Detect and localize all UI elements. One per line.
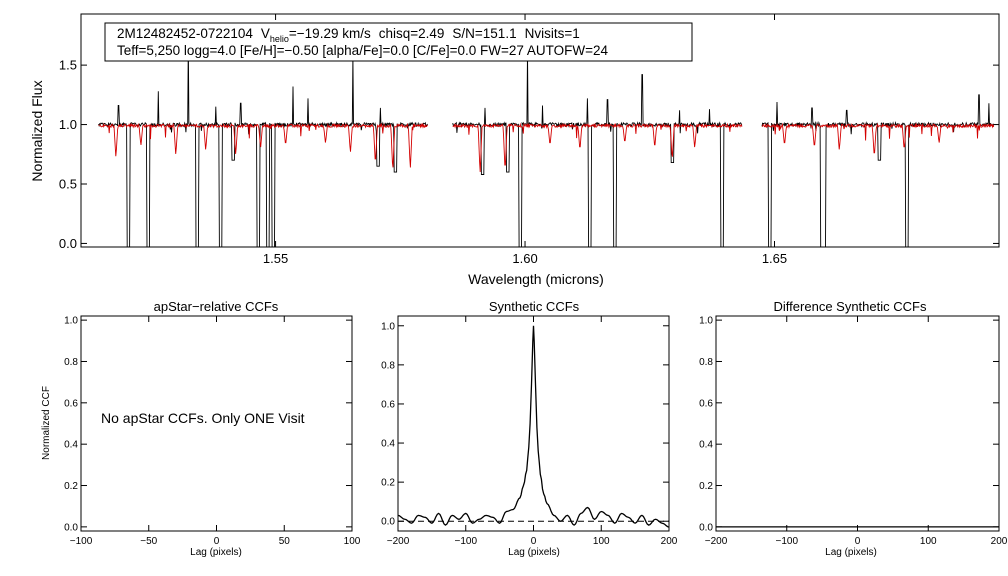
apstar-ccf-panel: apStar−relative CCFs −100 −50 0 50 100 0.0 0.2… (41, 299, 361, 558)
apstar-ccf-ylabel: Normalized CCF (41, 386, 52, 460)
synthetic-ccf-ytick-label: 1.0 (381, 321, 395, 332)
synthetic-ccf-xtick-label: 200 (661, 536, 678, 547)
apstar-ccf-xtick-label: 0 (214, 536, 220, 547)
apstar-ccf-ytick-label: 0.2 (64, 481, 78, 492)
apstar-ccf-xtick-label: −100 (70, 536, 93, 547)
synthetic-ccf-xtick-label: −100 (454, 536, 477, 547)
info-box (104, 22, 693, 62)
synthetic-ccf-curve (397, 325, 670, 528)
observed-spectrum-chip-3 (761, 94, 995, 248)
difference-ccf-title: Difference Synthetic CCFs (774, 299, 927, 314)
difference-ccf-panel: Difference Synthetic CCFs −200 −100 0 100 20… (699, 299, 1008, 558)
apstar-ccf-xtick-label: −50 (140, 536, 157, 547)
apstar-ccf-xtick-label: 50 (279, 536, 291, 547)
apstar-ccf-xlabel: Lag (pixels) (190, 547, 242, 558)
difference-ccf-ytick-label: 0.8 (699, 357, 713, 368)
spectrum-ytick-label: 0.0 (59, 236, 77, 251)
apstar-ccf-ytick-label: 0.8 (64, 357, 78, 368)
synthetic-ccf-ytick-label: 0.2 (381, 478, 395, 489)
synthetic-ccf-title: Synthetic CCFs (489, 299, 580, 314)
difference-ccf-ytick-label: 1.0 (699, 316, 713, 327)
apstar-ccf-title: apStar−relative CCFs (154, 299, 279, 314)
synthetic-ccf-xlabel: Lag (pixels) (508, 547, 560, 558)
vhelio-subscript: helio (270, 34, 289, 44)
difference-ccf-xtick-label: −200 (705, 536, 728, 547)
spectrum-xtick-label: 1.55 (263, 251, 288, 266)
difference-ccf-xlabel: Lag (pixels) (825, 547, 877, 558)
synthetic-ccf-frame (397, 315, 670, 532)
difference-ccf-frame (715, 315, 1000, 532)
difference-ccf-xtick-label: 200 (991, 536, 1008, 547)
no-ccf-message: No apStar CCFs. Only ONE Visit (101, 410, 305, 426)
difference-ccf-ytick-label: 0.6 (699, 398, 713, 409)
spectrum-ylabel: Normalized Flux (29, 80, 45, 181)
synthetic-ccf-xtick-label: 0 (531, 536, 537, 547)
apstar-ccf-ytick-label: 0.0 (64, 522, 78, 533)
spectrum-frame (80, 13, 1000, 248)
vhelio-value: =−19.29 km/s (289, 26, 371, 41)
difference-ccf-xtick-label: 100 (920, 536, 937, 547)
star-id: 2M12482452-0722104 (117, 26, 253, 41)
vhelio-label: V (261, 26, 270, 41)
synthetic-ccf-ytick-label: 0.0 (381, 517, 395, 528)
difference-ccf-ytick-label: 0.0 (699, 522, 713, 533)
model-spectrum-chip-3 (761, 122, 995, 154)
info-line-1: 2M12482452-0722104 Vhelio=−19.29 km/s chis… (117, 26, 580, 44)
apstar-ccf-ytick-label: 0.6 (64, 398, 78, 409)
apstar-ccf-xtick-label: 100 (344, 536, 361, 547)
difference-ccf-xtick-label: −100 (775, 536, 798, 547)
spectrum-ytick-label: 1.5 (59, 58, 77, 73)
synthetic-ccf-xtick-label: 100 (593, 536, 610, 547)
nvisits-value: Nvisits=1 (525, 26, 580, 41)
spectrum-panel: 1.55 1.60 1.65 0.0 0.5 1.0 1.5 2M12482452-0722… (29, 13, 1000, 287)
spectrum-ytick-label: 0.5 (59, 177, 77, 192)
snr-value: S/N=151.1 (452, 26, 516, 41)
model-spectrum-chip-2 (452, 122, 743, 173)
chisq-value: chisq=2.49 (379, 26, 445, 41)
spectrum-ytick-label: 1.0 (59, 117, 77, 132)
apstar-ccf-ytick-label: 1.0 (64, 316, 78, 327)
info-line-2: Teff=5,250 logg=4.0 [Fe/H]=−0.50 [alpha/… (117, 43, 609, 58)
synthetic-ccf-ytick-label: 0.4 (381, 439, 395, 450)
observed-spectrum-chip-1 (98, 38, 428, 248)
spectrum-xtick-label: 1.60 (512, 251, 537, 266)
synthetic-ccf-xtick-label: −200 (387, 536, 410, 547)
spectrum-xtick-label: 1.65 (762, 251, 787, 266)
synthetic-ccf-ytick-label: 0.6 (381, 399, 395, 410)
difference-ccf-xtick-label: 0 (855, 536, 861, 547)
synthetic-ccf-ytick-label: 0.8 (381, 360, 395, 371)
difference-ccf-ytick-label: 0.4 (699, 440, 713, 451)
spectrum-xlabel: Wavelength (microns) (468, 271, 604, 287)
synthetic-ccf-panel: Synthetic CCFs −200 −100 0 100 200 0.0 0.2 0.4 0… (381, 299, 678, 558)
observed-spectrum-chip-2 (452, 50, 743, 248)
apstar-ccf-ytick-label: 0.4 (64, 440, 78, 451)
model-spectrum-chip-1 (98, 122, 429, 168)
difference-ccf-ytick-label: 0.2 (699, 481, 713, 492)
